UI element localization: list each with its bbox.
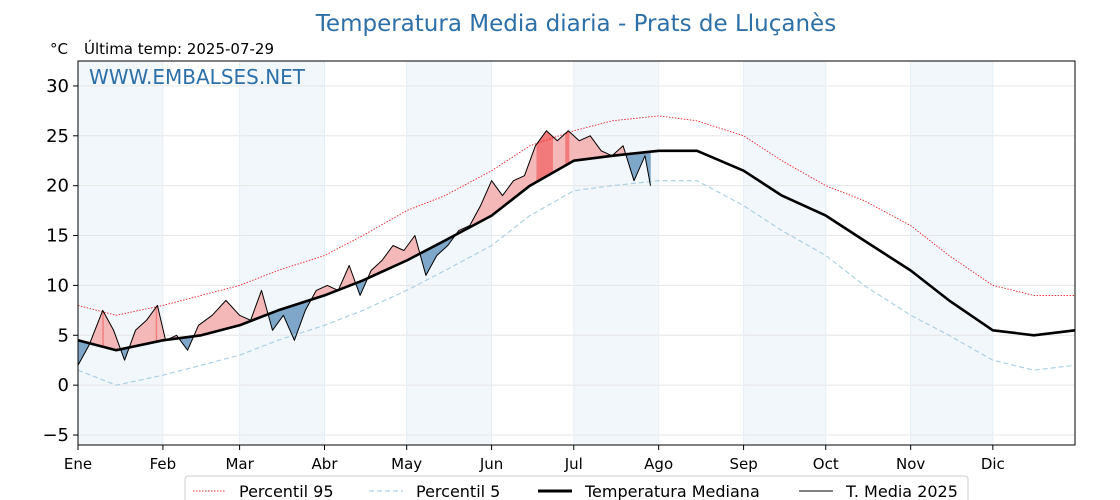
x-axis: Ene Feb Mar Abr May Jun Jul Ago Sep Oct Nov Dic xyxy=(64,445,1005,473)
y-axis: −5 0 5 10 15 20 25 30 xyxy=(42,76,78,446)
month-band-jul xyxy=(573,61,659,445)
legend-label-median: Temperatura Mediana xyxy=(584,482,760,500)
x-tick-label-jun: Jun xyxy=(479,455,503,473)
unit-label: °C xyxy=(50,40,68,58)
x-tick-label-feb: Feb xyxy=(150,455,177,473)
series-line-0 xyxy=(77,115,1075,316)
legend-label-p95: Percentil 95 xyxy=(239,482,334,500)
month-band-ene xyxy=(78,61,163,445)
month-band-sep xyxy=(743,61,826,445)
legend-label-p5: Percentil 5 xyxy=(416,482,500,500)
y-tick-label: 15 xyxy=(46,226,69,247)
x-tick-label-jul: Jul xyxy=(564,455,583,473)
month-band-nov xyxy=(910,61,993,445)
y-tick-label: 5 xyxy=(58,325,69,346)
chart-title: Temperatura Media diaria - Prats de Lluç… xyxy=(315,11,836,37)
x-tick-label-dic: Dic xyxy=(981,455,1005,473)
y-tick-label: 30 xyxy=(46,76,69,97)
y-tick-label: −5 xyxy=(42,425,69,446)
series-line-3 xyxy=(77,130,651,366)
month-band-mar xyxy=(239,61,325,445)
x-tick-label-mar: Mar xyxy=(225,455,254,473)
y-tick-label: 10 xyxy=(46,275,69,296)
x-tick-label-ago: Ago xyxy=(644,455,673,473)
legend: Percentil 95 Percentil 5 Temperatura Med… xyxy=(184,475,969,500)
x-tick-label-may: May xyxy=(391,455,422,473)
y-tick-label: 0 xyxy=(58,375,69,396)
x-tick-label-ene: Ene xyxy=(64,455,92,473)
x-tick-label-abr: Abr xyxy=(312,455,339,473)
x-tick-label-oct: Oct xyxy=(813,455,839,473)
month-bands xyxy=(78,61,993,445)
plot-frame xyxy=(77,60,1076,446)
watermark: WWW.EMBALSES.NET xyxy=(89,65,306,89)
y-tick-label: 25 xyxy=(46,126,69,147)
series-line-2 xyxy=(77,149,1076,352)
x-tick-label-nov: Nov xyxy=(896,455,925,473)
last-temp-label: Última temp: 2025-07-29 xyxy=(84,39,274,58)
series-line-1 xyxy=(77,180,1076,386)
x-tick-label-sep: Sep xyxy=(729,455,757,473)
legend-box xyxy=(184,475,969,500)
y-tick-label: 20 xyxy=(46,176,69,197)
legend-label-t2025: T. Media 2025 xyxy=(845,482,958,500)
series-lines xyxy=(77,115,1076,386)
